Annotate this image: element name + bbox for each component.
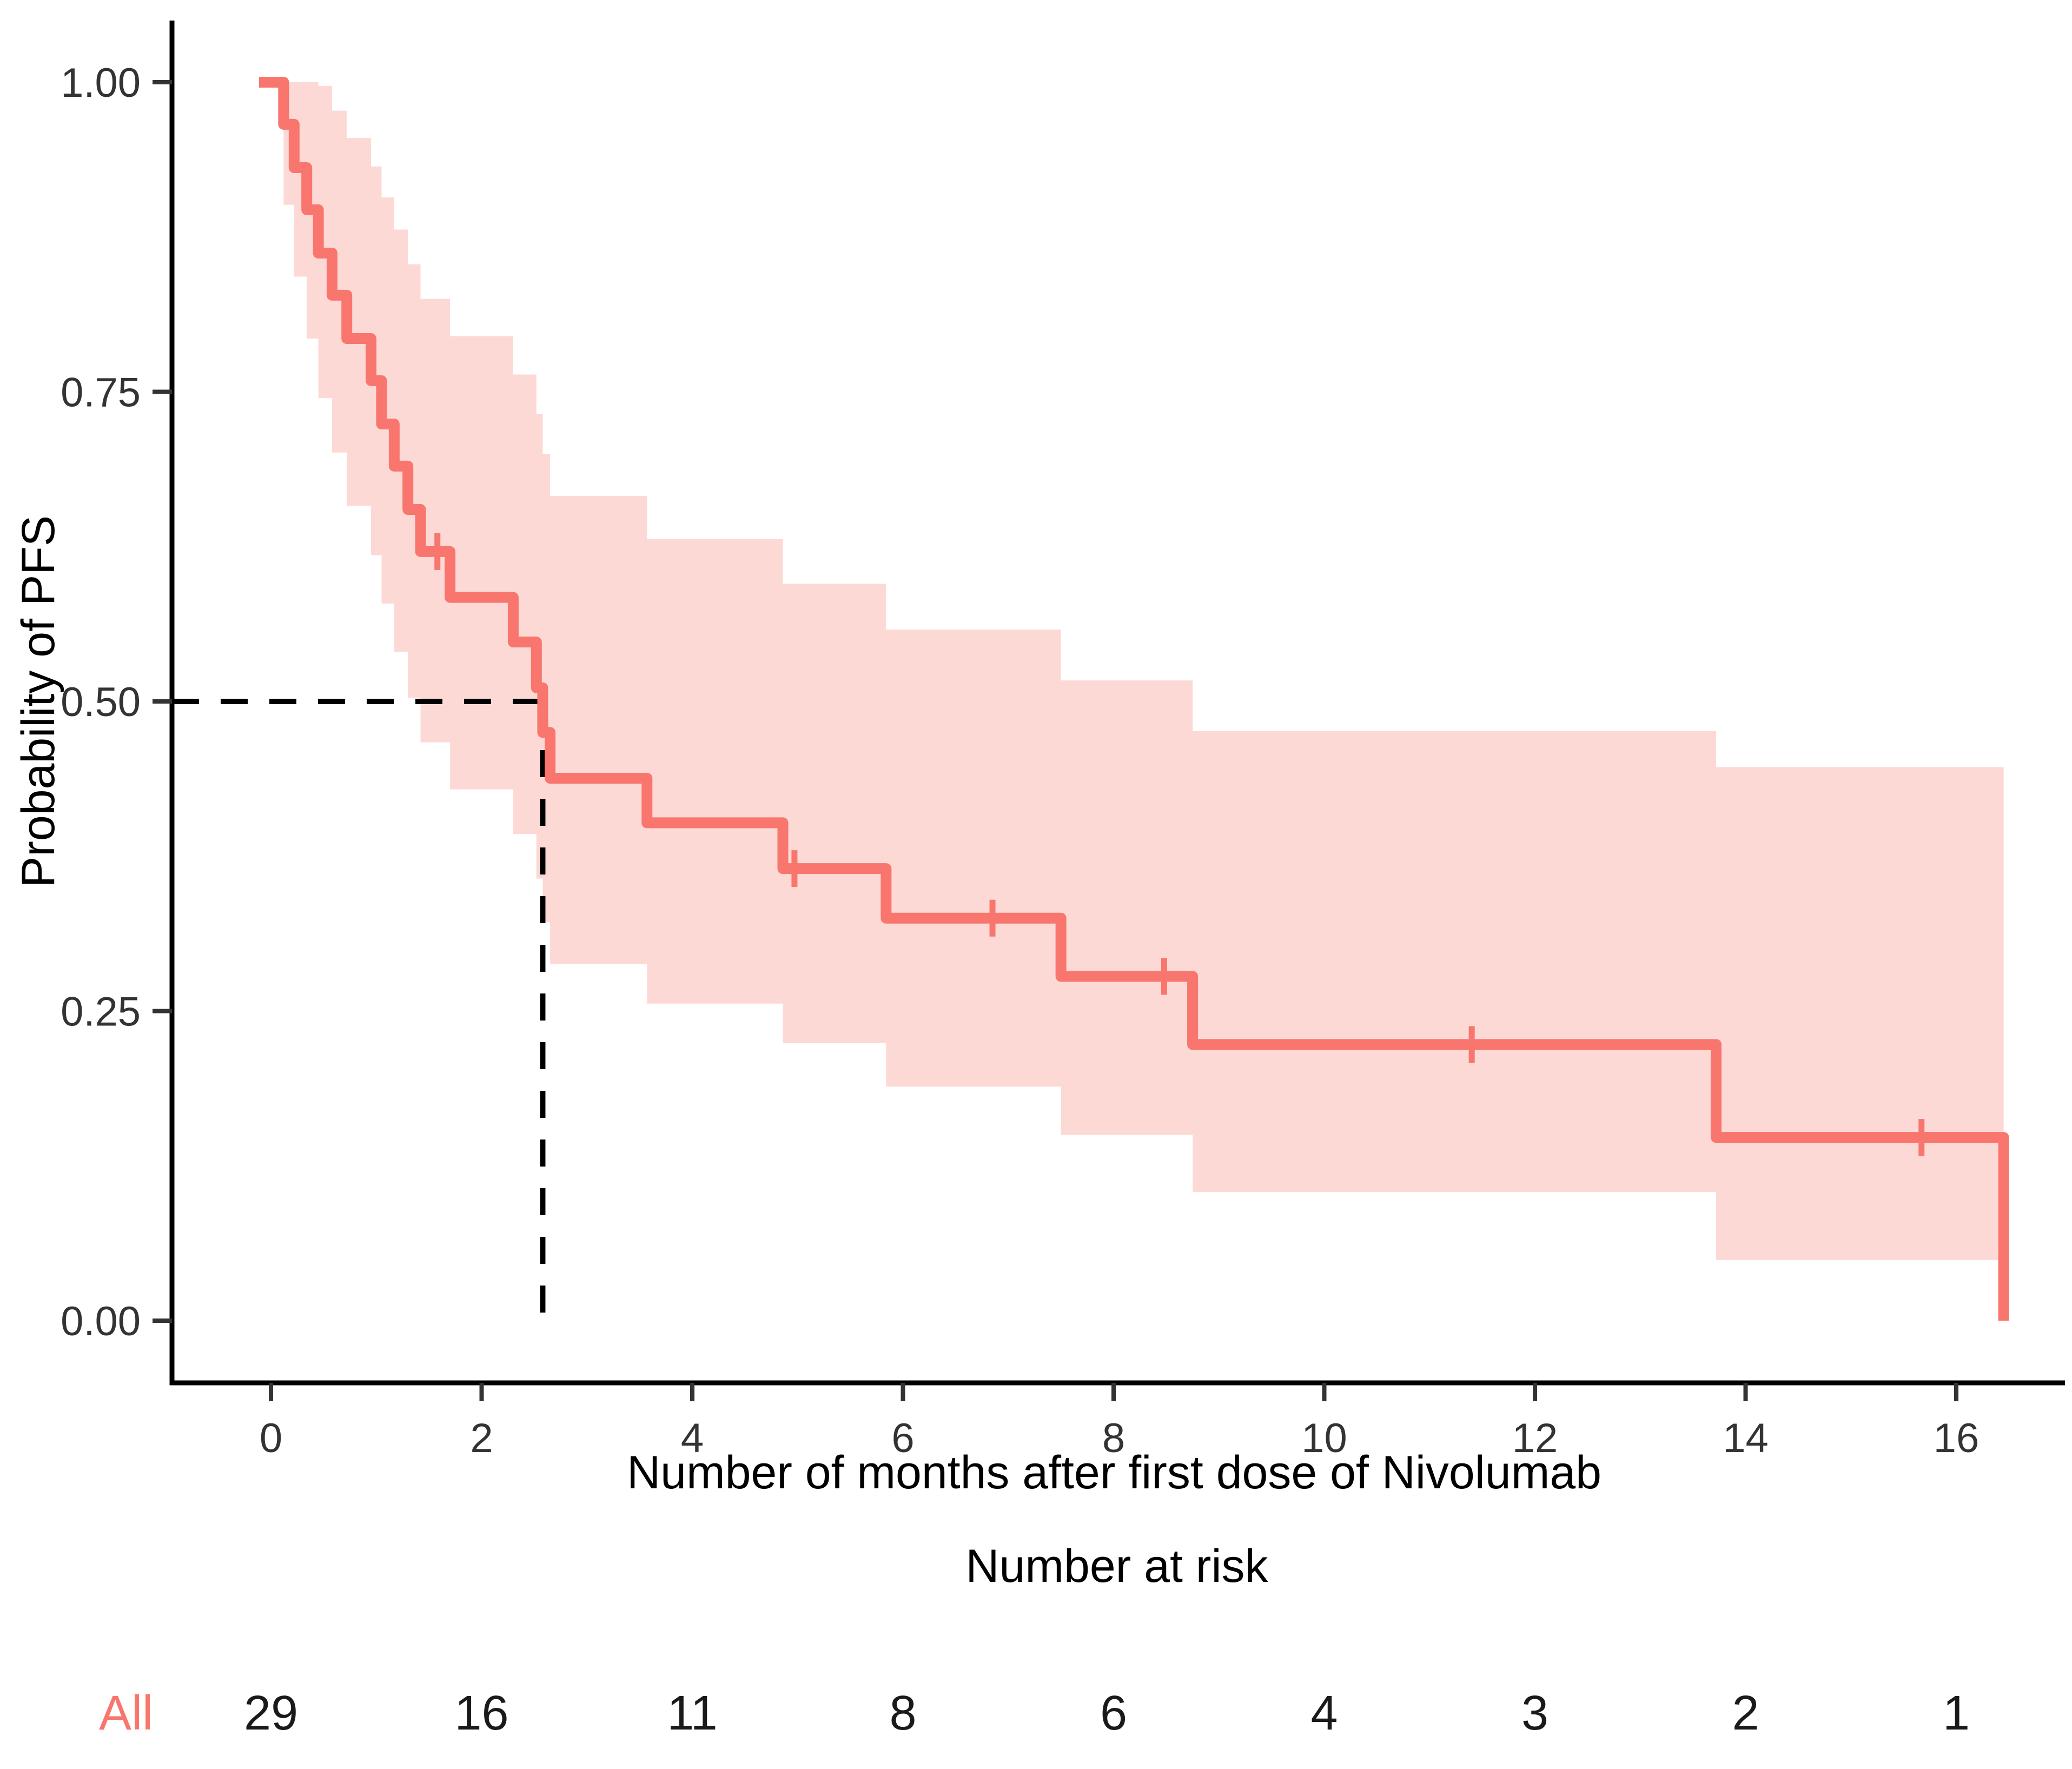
x-tick-label: 12 (1512, 1415, 1558, 1461)
risk-count: 8 (889, 1686, 916, 1740)
risk-table-layer: 29 16 11 8 6 4 3 2 1 (244, 1686, 1970, 1740)
risk-count: 3 (1521, 1686, 1548, 1740)
risk-table-title: Number at risk (965, 1540, 1268, 1592)
risk-count: 6 (1100, 1686, 1127, 1740)
y-tick-label: 0.25 (61, 989, 141, 1035)
km-curve-all (259, 77, 2009, 1321)
y-axis-title: Probability of PFS (12, 515, 64, 887)
tick-labels-layer: 1.00 0.75 0.50 0.25 0.00 0 2 4 6 8 10 12 14 16 (61, 60, 1979, 1461)
x-tick-label: 14 (1723, 1415, 1769, 1461)
y-tick-label: 0.00 (61, 1298, 141, 1344)
y-tick-label: 0.50 (61, 679, 141, 725)
risk-count: 2 (1732, 1686, 1759, 1740)
x-tick-label: 10 (1301, 1415, 1347, 1461)
risk-count: 29 (244, 1686, 298, 1740)
risk-count: 11 (667, 1686, 717, 1740)
x-tick-label: 6 (891, 1415, 914, 1461)
risk-count: 1 (1943, 1686, 1970, 1740)
survival-curve-layer (259, 77, 2009, 1321)
risk-count: 4 (1310, 1686, 1338, 1740)
risk-group-label: All (99, 1686, 153, 1740)
median-dashed-layer (172, 699, 546, 1321)
confidence-band-layer (283, 82, 2004, 1260)
x-tick-label: 8 (1102, 1415, 1125, 1461)
y-tick-label: 0.75 (61, 370, 141, 416)
x-tick-label: 2 (470, 1415, 493, 1461)
x-tick-label: 4 (681, 1415, 704, 1461)
axes-layer (153, 21, 2065, 1401)
confidence-band (283, 82, 2004, 1260)
x-tick-label: 0 (260, 1415, 282, 1461)
risk-count: 16 (454, 1686, 508, 1740)
x-axis-title: Number of months after first dose of Niv… (627, 1447, 1601, 1499)
censor-marks-layer (434, 533, 1925, 1156)
y-tick-label: 1.00 (61, 60, 141, 106)
x-tick-label: 16 (1934, 1415, 1980, 1461)
